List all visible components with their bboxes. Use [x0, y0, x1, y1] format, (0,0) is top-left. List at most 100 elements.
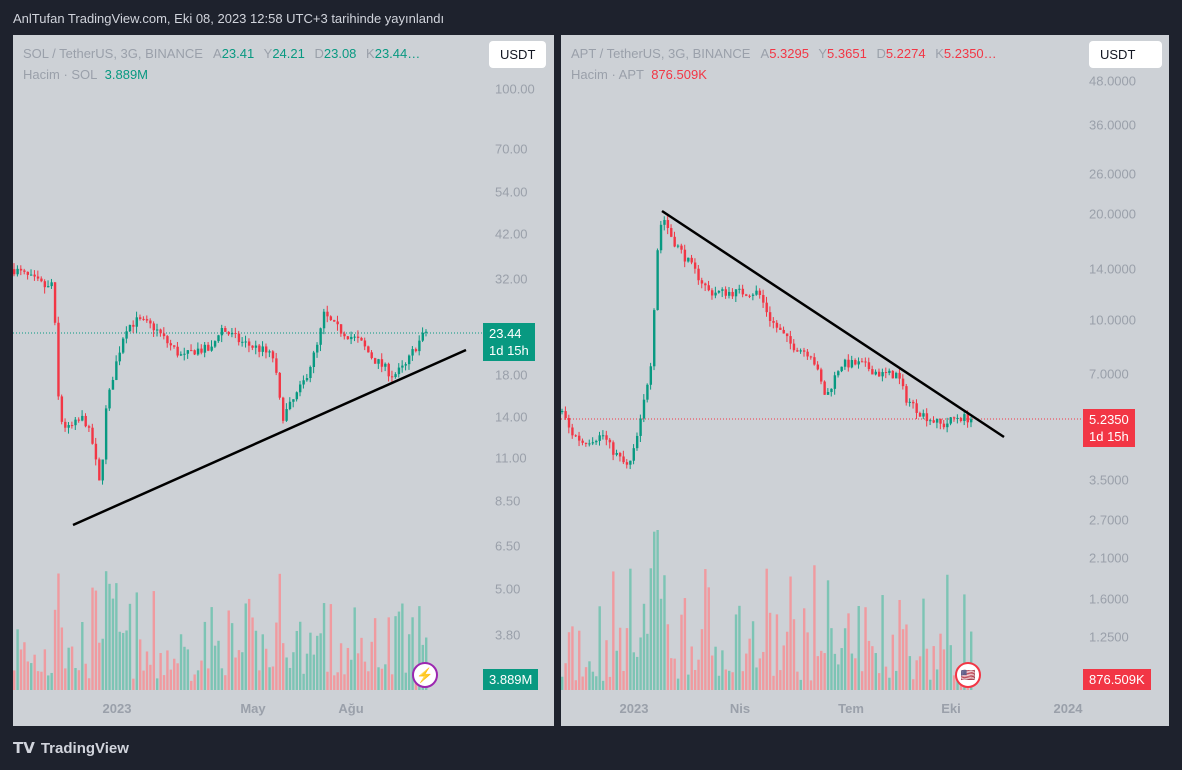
volume-bar: [261, 634, 264, 690]
candle-body: [741, 288, 745, 295]
candle-body: [50, 282, 53, 287]
candle-body: [16, 268, 19, 275]
candle-body: [949, 417, 952, 424]
symbol-label[interactable]: APT / TetherUS, 3G, BINANCE: [571, 46, 751, 61]
candle-body: [700, 280, 704, 284]
candle-body: [149, 320, 152, 324]
volume-bar: [190, 680, 193, 690]
candle-body: [60, 396, 64, 422]
tradingview-logo[interactable]: 𝗧𝗩 TradingView: [13, 739, 129, 758]
volume-bar: [394, 616, 397, 690]
volume-bar: [745, 653, 748, 690]
candle-body: [183, 353, 186, 355]
volume-bar: [43, 649, 47, 690]
volume-bar: [847, 613, 850, 690]
volume-bar: [751, 621, 755, 690]
candle-body: [176, 346, 179, 356]
candle-body: [734, 289, 738, 297]
time-tick: Nis: [729, 701, 751, 716]
volume-tag: 876.509K: [1083, 669, 1151, 690]
candle-body: [561, 411, 564, 413]
candle-body: [367, 346, 370, 353]
volume-bar: [295, 630, 299, 690]
candle-body: [118, 352, 121, 362]
volume-bar: [363, 661, 367, 690]
candle-body: [612, 442, 615, 455]
candle-body: [697, 268, 700, 281]
candle-body: [639, 418, 642, 436]
volume-bar: [159, 653, 162, 690]
volume-bar: [775, 614, 779, 690]
publish-title: AnlTufan TradingView.com, Eki 08, 2023 1…: [13, 11, 445, 26]
candle-body: [224, 328, 227, 332]
volume-bar: [264, 648, 268, 690]
apt-chart-panel[interactable]: APT / TetherUS, 3G, BINANCE A5.3295 Y5.3…: [561, 35, 1169, 726]
candle-body: [190, 350, 193, 352]
currency-button[interactable]: USDT: [489, 41, 547, 68]
candle-body: [159, 329, 162, 334]
candle-body: [690, 257, 693, 263]
volume-bar: [254, 630, 258, 690]
volume-bar: [840, 648, 843, 690]
candle-body: [707, 285, 710, 291]
candle-body: [64, 421, 67, 428]
sol-chart-panel[interactable]: SOL / TetherUS, 3G, BINANCE A23.41 Y24.2…: [13, 35, 554, 726]
candle-body: [275, 358, 278, 373]
candle-body: [152, 323, 156, 331]
volume-bar: [837, 664, 840, 690]
us-flag-icon[interactable]: 🇺🇸: [955, 662, 981, 688]
candle-body: [363, 340, 367, 347]
sol-ohlc-legend: SOL / TetherUS, 3G, BINANCE A23.41 Y24.2…: [23, 46, 421, 61]
candle-body: [23, 270, 26, 272]
candle-body: [925, 413, 929, 422]
candle-body: [387, 363, 390, 377]
volume-bar: [826, 580, 830, 690]
candle-body: [101, 459, 104, 481]
candle-body: [339, 324, 343, 334]
volume-bar: [299, 621, 302, 690]
candle-body: [622, 456, 625, 463]
volume-bar: [360, 637, 363, 690]
candle-body: [884, 372, 888, 374]
volume-bar: [755, 667, 758, 690]
candle-body: [108, 389, 111, 409]
volume-bar: [908, 656, 912, 690]
volume-bar: [166, 650, 169, 690]
candle-body: [377, 359, 380, 364]
candle-body: [30, 274, 33, 276]
candle-body: [676, 245, 680, 247]
volume-bar: [615, 650, 618, 690]
candle-body: [755, 290, 758, 295]
volume-bar: [210, 607, 213, 690]
candle-body: [792, 343, 796, 351]
volume-bar: [779, 670, 782, 690]
volume-bar: [118, 631, 121, 690]
volume-bar: [823, 653, 826, 690]
volume-bar: [152, 591, 156, 690]
candle-body: [813, 357, 816, 365]
candle-body: [217, 335, 220, 342]
symbol-label[interactable]: SOL / TetherUS, 3G, BINANCE: [23, 46, 203, 61]
volume-bar: [813, 565, 816, 690]
lightning-icon[interactable]: ⚡: [412, 662, 438, 688]
volume-bar: [149, 664, 152, 690]
candle-body: [895, 372, 898, 379]
candle-body: [316, 344, 319, 353]
volume-bar: [370, 641, 373, 690]
volume-tag: 3.889M: [483, 669, 539, 690]
volume-bar: [618, 627, 622, 690]
candle-body: [929, 420, 932, 422]
volume-bar: [700, 629, 704, 690]
candle-body: [13, 269, 16, 275]
price-tick: 14.0000: [1089, 261, 1136, 277]
candle-body: [653, 310, 656, 367]
volume-bar: [336, 672, 339, 690]
price-tick: 1.2500: [1089, 629, 1129, 645]
volume-bar: [929, 679, 932, 690]
candle-body: [234, 333, 237, 335]
volume-bar: [285, 657, 288, 690]
volume-bar: [316, 635, 319, 690]
volume-bar: [101, 638, 104, 690]
currency-button[interactable]: USDT: [1089, 41, 1162, 68]
volume-bar: [789, 576, 792, 690]
